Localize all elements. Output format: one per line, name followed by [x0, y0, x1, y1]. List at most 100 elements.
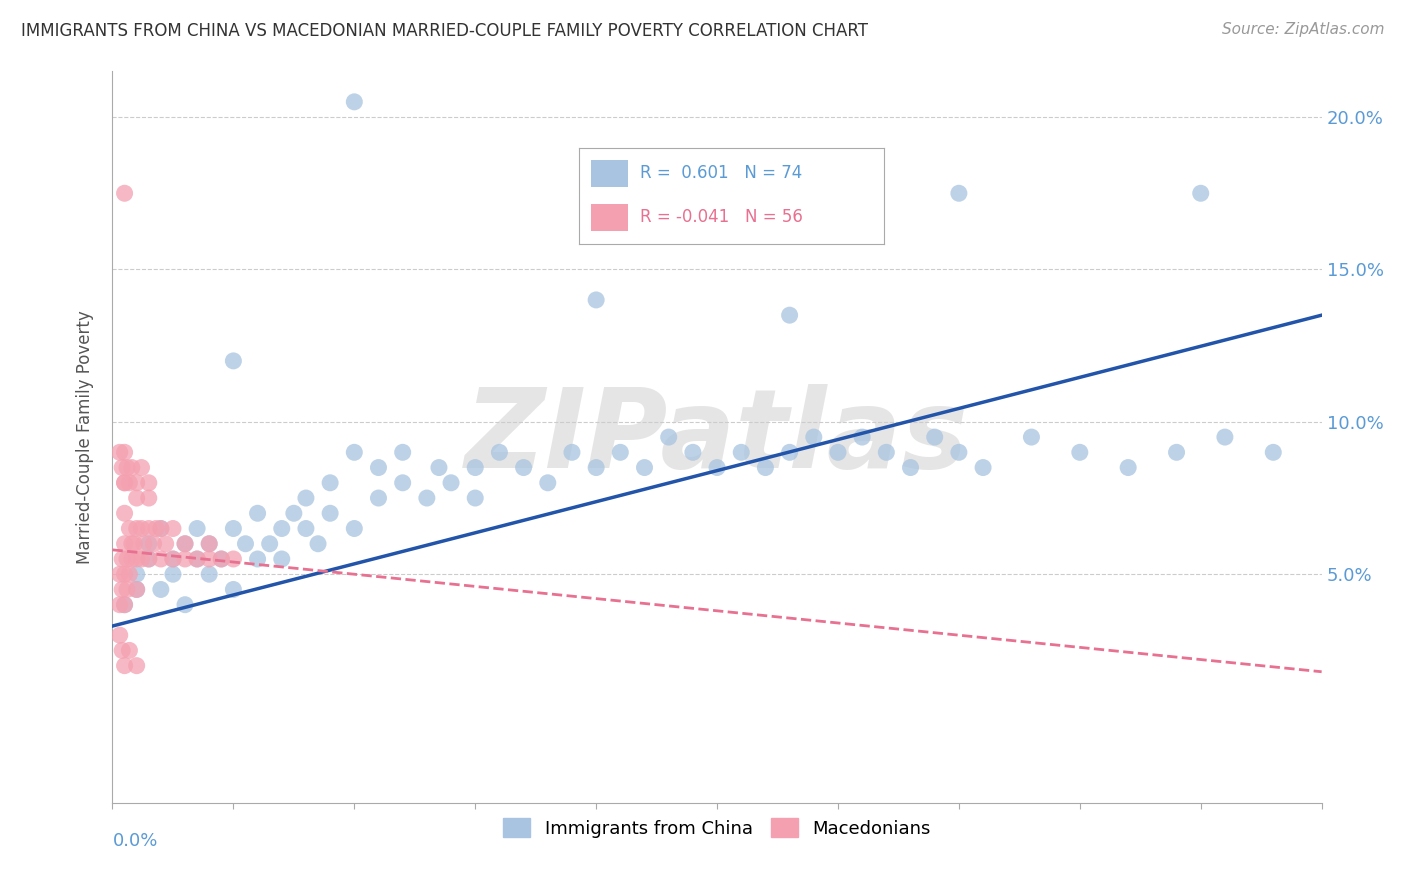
Point: [114, 598, 136, 612]
Point: [222, 354, 245, 368]
Point: [464, 491, 486, 505]
Point: [111, 460, 134, 475]
Point: [118, 567, 141, 582]
Point: [114, 475, 136, 490]
Point: [464, 460, 486, 475]
Point: [115, 582, 138, 597]
Point: [121, 537, 143, 551]
Point: [114, 445, 136, 459]
Point: [131, 521, 153, 535]
Point: [186, 552, 208, 566]
Point: [1021, 430, 1043, 444]
Point: [1069, 445, 1091, 459]
Point: [803, 430, 825, 444]
Point: [155, 537, 177, 551]
Point: [174, 537, 197, 551]
Text: ZIPatlas: ZIPatlas: [465, 384, 969, 491]
Point: [488, 445, 510, 459]
Point: [198, 537, 221, 551]
Point: [319, 506, 342, 520]
Point: [343, 521, 366, 535]
Point: [118, 475, 141, 490]
Point: [875, 445, 897, 459]
Point: [162, 552, 184, 566]
Point: [730, 445, 752, 459]
Point: [1166, 445, 1188, 459]
Point: [138, 475, 160, 490]
Point: [174, 552, 197, 566]
Point: [149, 582, 172, 597]
Point: [149, 521, 172, 535]
Point: [149, 521, 172, 535]
Point: [122, 537, 145, 551]
Point: [115, 552, 138, 566]
Point: [924, 430, 946, 444]
Point: [295, 521, 318, 535]
Point: [246, 506, 269, 520]
Point: [114, 658, 136, 673]
Point: [138, 537, 160, 551]
Text: R =  0.601   N = 74: R = 0.601 N = 74: [640, 164, 803, 182]
Point: [427, 460, 450, 475]
Point: [246, 552, 269, 566]
Point: [222, 552, 245, 566]
Point: [114, 598, 136, 612]
Point: [295, 491, 318, 505]
Point: [125, 582, 148, 597]
Point: [114, 186, 136, 201]
Point: [108, 598, 131, 612]
Point: [900, 460, 922, 475]
Text: IMMIGRANTS FROM CHINA VS MACEDONIAN MARRIED-COUPLE FAMILY POVERTY CORRELATION CH: IMMIGRANTS FROM CHINA VS MACEDONIAN MARR…: [21, 22, 868, 40]
Point: [391, 445, 413, 459]
Point: [948, 445, 970, 459]
Point: [138, 552, 160, 566]
Point: [121, 460, 143, 475]
Text: 0.0%: 0.0%: [112, 832, 157, 850]
Point: [114, 567, 136, 582]
Text: R = -0.041   N = 56: R = -0.041 N = 56: [640, 209, 803, 227]
Point: [706, 460, 728, 475]
Point: [174, 598, 197, 612]
Point: [343, 95, 366, 109]
Point: [125, 491, 148, 505]
Point: [367, 491, 389, 505]
Point: [1116, 460, 1139, 475]
Point: [138, 521, 160, 535]
Y-axis label: Married-Couple Family Poverty: Married-Couple Family Poverty: [76, 310, 94, 564]
Point: [283, 506, 305, 520]
Point: [222, 521, 245, 535]
Point: [162, 552, 184, 566]
Point: [972, 460, 994, 475]
Point: [270, 552, 292, 566]
Point: [754, 460, 776, 475]
Point: [827, 445, 849, 459]
Point: [1189, 186, 1212, 201]
Point: [118, 643, 141, 657]
Point: [1263, 445, 1285, 459]
Point: [440, 475, 463, 490]
Point: [125, 582, 148, 597]
Point: [198, 552, 221, 566]
Point: [114, 537, 136, 551]
Point: [186, 552, 208, 566]
Point: [585, 460, 607, 475]
Point: [131, 552, 153, 566]
Point: [162, 567, 184, 582]
Point: [162, 521, 184, 535]
Point: [851, 430, 873, 444]
Point: [198, 567, 221, 582]
Point: [270, 521, 292, 535]
Point: [222, 582, 245, 597]
Point: [108, 445, 131, 459]
Point: [111, 552, 134, 566]
Point: [125, 658, 148, 673]
Point: [561, 445, 583, 459]
Point: [125, 567, 148, 582]
Bar: [591, 160, 627, 186]
Point: [118, 521, 141, 535]
Point: [125, 475, 148, 490]
Point: [115, 460, 138, 475]
Point: [319, 475, 342, 490]
Point: [537, 475, 560, 490]
Point: [209, 552, 232, 566]
